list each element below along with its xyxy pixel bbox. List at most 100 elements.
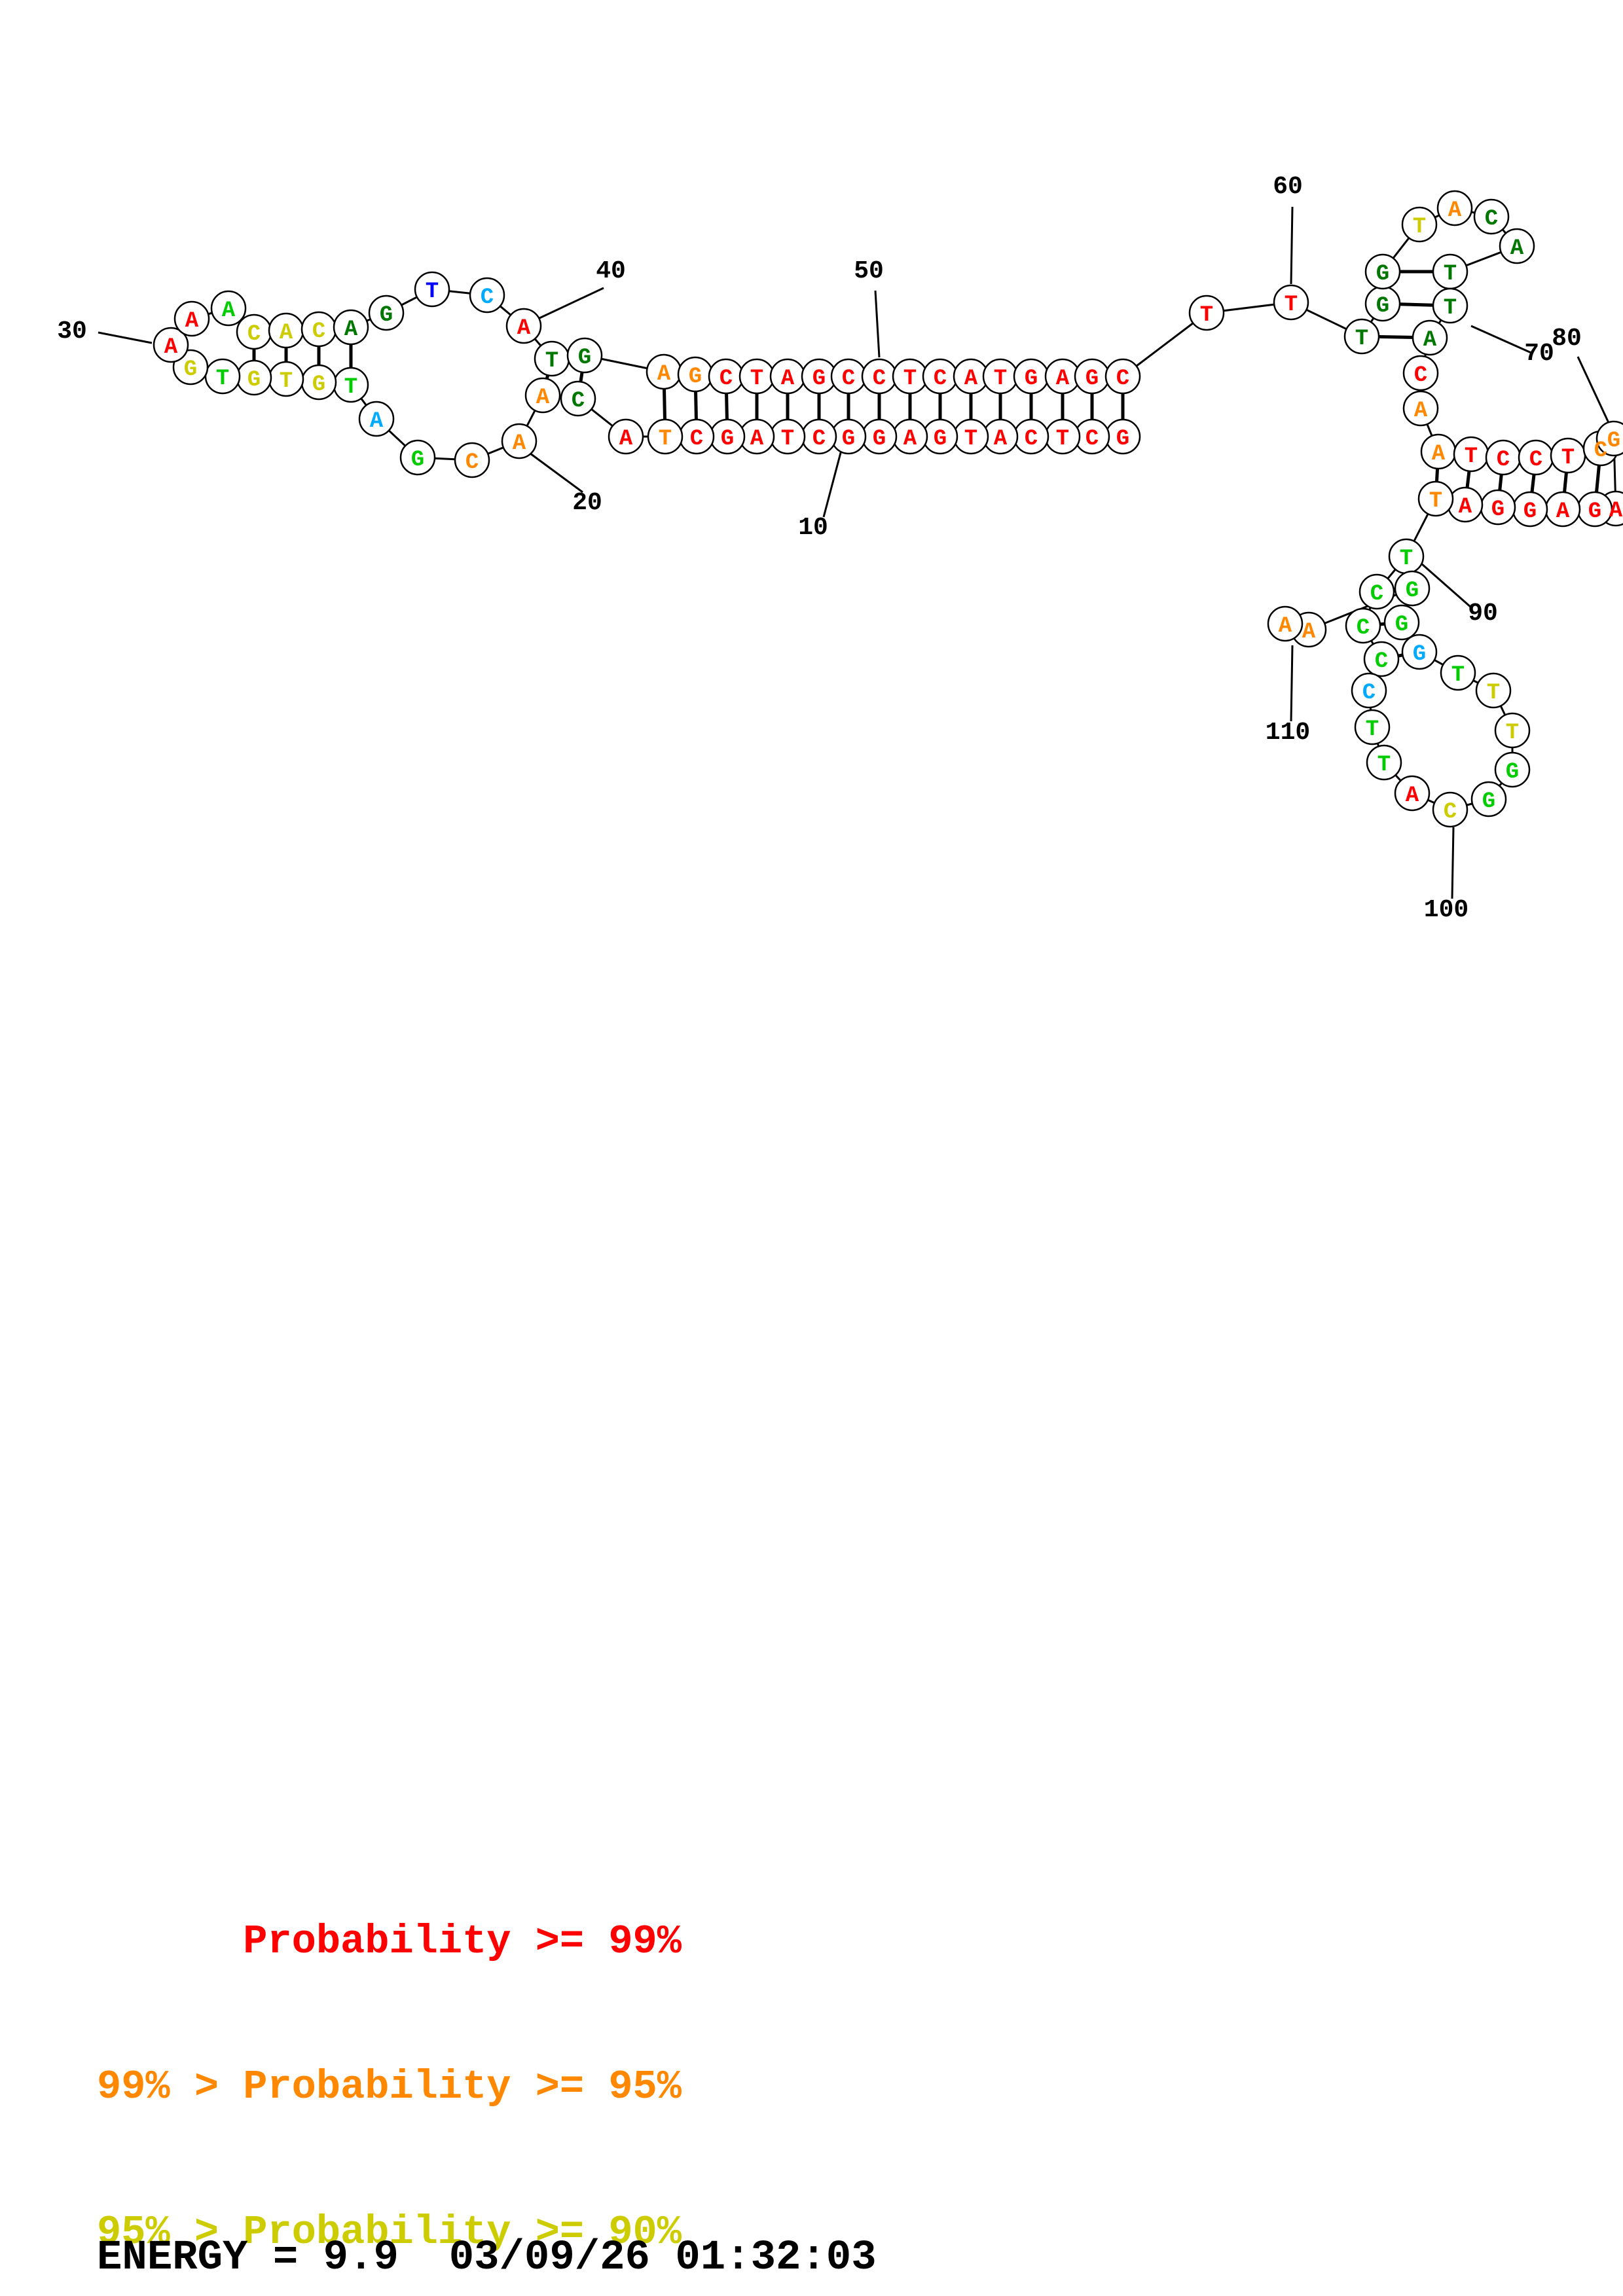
nucleotide-base: A bbox=[185, 309, 199, 334]
nucleotide-circle bbox=[210, 290, 247, 327]
probability-legend: Probability >= 99% 99% > Probability >= … bbox=[97, 1821, 682, 2296]
nucleotide-circle bbox=[1440, 655, 1476, 691]
position-label-pointer bbox=[822, 450, 843, 518]
nucleotide-base: A bbox=[1556, 499, 1570, 524]
nucleotide-base: A bbox=[1423, 328, 1437, 353]
nucleotide-circle bbox=[1394, 570, 1431, 607]
nucleotide-circle bbox=[1473, 198, 1510, 235]
nucleotide-base: T bbox=[964, 427, 977, 452]
nucleotide-base: T bbox=[1413, 215, 1426, 240]
nucleotide-base: T bbox=[1366, 717, 1379, 742]
nucleotide-base: T bbox=[426, 279, 439, 304]
nucleotide-circle bbox=[1436, 190, 1473, 226]
nucleotide-base: G bbox=[247, 368, 261, 393]
nucleotide-base: T bbox=[344, 375, 357, 400]
nucleotide-circle bbox=[1343, 318, 1380, 355]
nucleotide-circle bbox=[1417, 480, 1454, 517]
nucleotide-base: C bbox=[1594, 439, 1607, 463]
nucleotide-base: A bbox=[1510, 236, 1524, 261]
nucleotide-circle bbox=[1351, 672, 1387, 709]
nucleotide-base: T bbox=[216, 367, 229, 391]
nucleotide-base: C bbox=[690, 427, 703, 452]
nucleotide-base: T bbox=[994, 367, 1007, 391]
nucleotide-base: C bbox=[1497, 448, 1510, 473]
nucleotide-base: C bbox=[1444, 800, 1457, 825]
nucleotide-circle bbox=[1475, 672, 1512, 709]
nucleotide-circle bbox=[1402, 390, 1439, 427]
nucleotide-base: A bbox=[1448, 198, 1462, 223]
nucleotide-base: A bbox=[1279, 614, 1292, 639]
position-label-pointer bbox=[98, 331, 153, 344]
nucleotide-circle bbox=[1412, 319, 1448, 356]
nucleotide-base: G bbox=[1116, 427, 1129, 452]
nucleotide-circle bbox=[1394, 775, 1431, 812]
nucleotide-circle bbox=[1188, 295, 1225, 331]
position-label-pointer bbox=[874, 290, 881, 358]
nucleotide-circle bbox=[1364, 253, 1401, 290]
position-label-pointer bbox=[1421, 563, 1472, 609]
nucleotide-base: C bbox=[572, 389, 585, 414]
nucleotide-base: T bbox=[1444, 262, 1457, 287]
position-label: 20 bbox=[572, 489, 602, 517]
nucleotide-base: T bbox=[1200, 303, 1213, 328]
nucleotide-circle bbox=[1401, 634, 1438, 670]
nucleotide-circle bbox=[1273, 284, 1309, 321]
position-label-pointer bbox=[1470, 325, 1533, 355]
position-label: 50 bbox=[854, 257, 884, 285]
nucleotide-base: C bbox=[934, 367, 947, 391]
nucleotide-circle bbox=[1345, 607, 1381, 644]
nucleotide-base: T bbox=[1056, 427, 1069, 452]
nucleotide-circle bbox=[1401, 206, 1438, 243]
nucleotide-circle bbox=[368, 295, 405, 331]
nucleotide-base: T bbox=[781, 427, 794, 452]
nucleotide-circle bbox=[560, 380, 596, 417]
nucleotide-base: G bbox=[1413, 642, 1426, 667]
nucleotide-circle bbox=[1383, 604, 1420, 641]
nucleotide-base: C bbox=[1529, 448, 1542, 473]
nucleotide-base: T bbox=[1355, 327, 1368, 351]
legend-row-99: Probability >= 99% bbox=[97, 1918, 682, 1965]
nucleotide-base: C bbox=[312, 319, 325, 344]
nucleotide-base: C bbox=[1414, 363, 1427, 388]
nucleotide-base: G bbox=[1395, 613, 1408, 637]
nucleotide-base: A bbox=[781, 367, 795, 391]
nucleotide-circle bbox=[469, 277, 505, 314]
nucleotide-base: G bbox=[934, 427, 947, 452]
position-label: 60 bbox=[1273, 173, 1303, 201]
nucleotide-base: T bbox=[545, 349, 558, 374]
nucleotide-base: G bbox=[842, 427, 855, 452]
nucleotide-base: G bbox=[1376, 294, 1389, 319]
nucleotide-circle bbox=[1596, 420, 1623, 457]
nucleotide-circle bbox=[414, 271, 450, 308]
legend-row-90: 95% > Probability >= 90% bbox=[97, 2209, 682, 2255]
nucleotide-circle bbox=[1359, 573, 1395, 610]
position-label: 40 bbox=[596, 257, 626, 285]
nucleotide-base: A bbox=[344, 317, 358, 342]
position-label: 80 bbox=[1552, 325, 1582, 353]
nucleotide-circle bbox=[1267, 605, 1304, 642]
nucleotide-base: T bbox=[1400, 547, 1413, 571]
nucleotide-circle bbox=[358, 401, 395, 437]
position-label: 110 bbox=[1266, 719, 1310, 747]
nucleotide-circle bbox=[399, 439, 436, 476]
nucleotide-base: A bbox=[657, 362, 671, 387]
nucleotide-circle bbox=[1432, 791, 1468, 828]
position-label: 30 bbox=[57, 317, 87, 346]
nucleotide-circle bbox=[1432, 287, 1468, 324]
position-label-pointer bbox=[539, 287, 604, 319]
energy-line: ENERGY = 9.9 03/09/26 01:32:03 bbox=[97, 2234, 877, 2282]
position-label-pointer bbox=[1290, 206, 1294, 285]
nucleotide-base: A bbox=[513, 431, 526, 456]
nucleotide-base: A bbox=[1406, 783, 1419, 808]
nucleotide-circle bbox=[333, 309, 369, 346]
nucleotide-circle bbox=[1354, 709, 1391, 745]
nucleotide-base: G bbox=[380, 303, 393, 328]
nucleotide-base: G bbox=[812, 367, 826, 391]
nucleotide-circle bbox=[173, 300, 210, 337]
nucleotide-base: A bbox=[280, 321, 293, 346]
nucleotide-base: G bbox=[721, 427, 734, 452]
nucleotide-circle bbox=[501, 423, 538, 459]
nucleotide-circle bbox=[608, 418, 644, 455]
nucleotide-base: C bbox=[1116, 367, 1129, 391]
